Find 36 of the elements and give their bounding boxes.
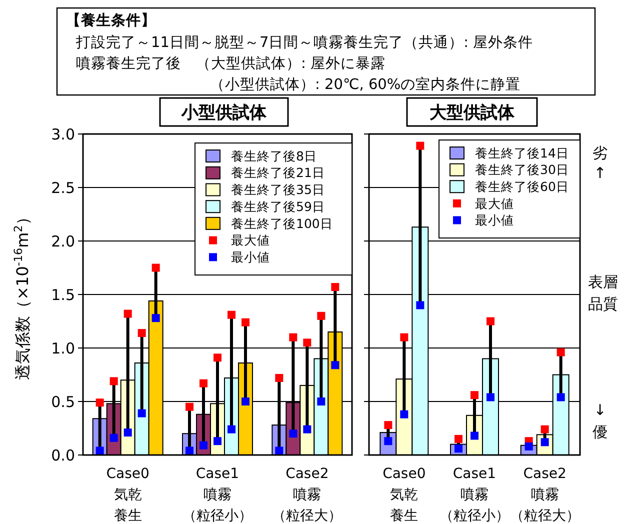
text: （小型供試体）: 20℃, 60%の室内条件に静置 bbox=[210, 76, 521, 93]
x-tick-label: Case0気乾養生 bbox=[382, 466, 426, 524]
x-tick-label: Case2噴霧（粒径大） bbox=[272, 466, 342, 524]
text: 表層品質 bbox=[588, 273, 618, 313]
text: ↓ bbox=[594, 401, 606, 419]
legend-label: 最小値 bbox=[231, 250, 270, 265]
y-tick-label: 0.5 bbox=[51, 392, 75, 411]
legend-label: 最小値 bbox=[475, 212, 514, 228]
x-tick-label: Case2噴霧（粒径大） bbox=[510, 466, 580, 524]
text: 【養生条件】 bbox=[66, 12, 156, 29]
chart-title: 大型供試体 bbox=[430, 102, 516, 123]
x-tick-label: Case1噴霧（粒径小） bbox=[182, 466, 252, 524]
y-tick-label: 1.0 bbox=[51, 339, 75, 358]
text: ↑ bbox=[594, 164, 606, 182]
text: 優 bbox=[592, 423, 608, 441]
y-tick-label: 0.0 bbox=[51, 446, 75, 464]
legend-label: 養生終了後35日 bbox=[231, 182, 325, 198]
text: 劣 bbox=[592, 144, 608, 162]
x-tick-label: Case0気乾養生 bbox=[106, 466, 150, 524]
y-tick-label: 1.5 bbox=[51, 286, 75, 304]
legend-label: 養生終了後30日 bbox=[475, 162, 569, 178]
legend-label: 最大値 bbox=[231, 232, 270, 248]
chart-title: 小型供試体 bbox=[180, 102, 268, 123]
text: 打設完了～11日間～脱型～7日間～噴霧養生完了（共通）: 屋外条件 bbox=[75, 34, 534, 51]
legend-label: 養生終了後60日 bbox=[475, 178, 569, 194]
x-tick-label: Case1噴霧（粒径小） bbox=[440, 466, 510, 524]
y-tick-label: 2.0 bbox=[51, 232, 75, 250]
legend-label: 養生終了後100日 bbox=[231, 216, 333, 231]
legend-label: 最大値 bbox=[475, 196, 514, 211]
legend-label: 養生終了後8日 bbox=[231, 148, 317, 164]
text: 噴霧養生完了後 （大型供試体）: 屋外に暴露 bbox=[76, 55, 386, 72]
y-tick-label: 2.5 bbox=[51, 178, 75, 197]
legend-label: 養生終了後14日 bbox=[475, 145, 569, 160]
legend-label: 養生終了後21日 bbox=[231, 165, 325, 180]
y-tick-label: 3.0 bbox=[51, 125, 75, 144]
legend-label: 養生終了後59日 bbox=[231, 198, 325, 214]
